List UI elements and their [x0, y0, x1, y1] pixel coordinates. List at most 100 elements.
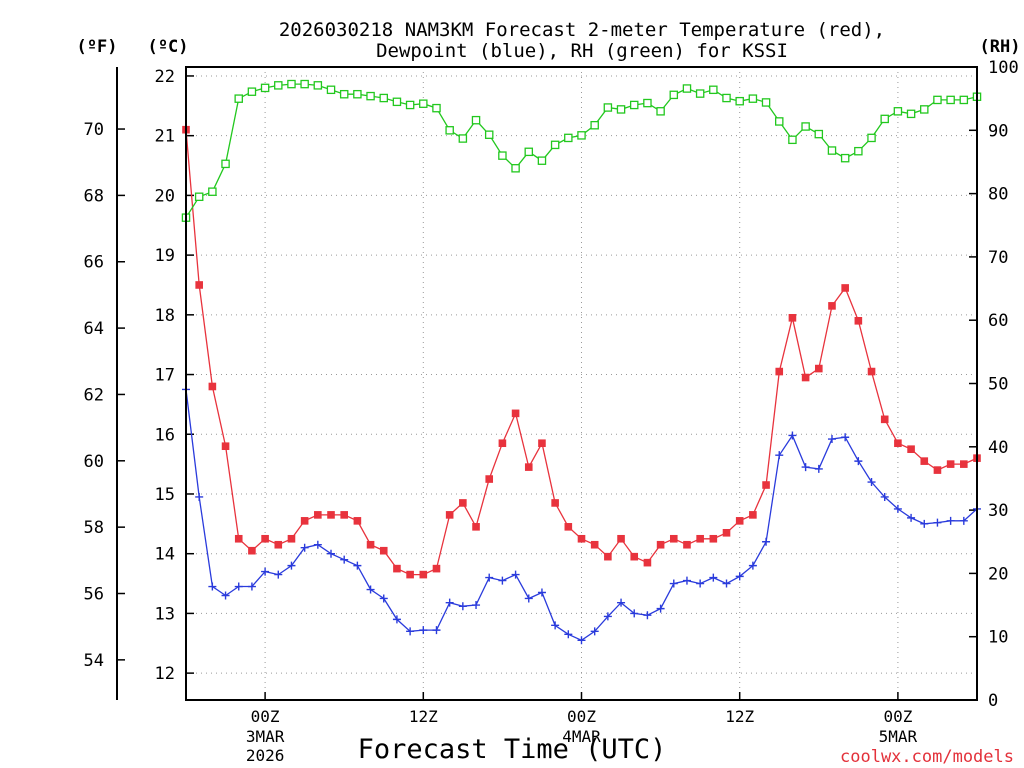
celsius-unit-label: (ºC) — [148, 37, 189, 57]
rh-point — [432, 103, 441, 113]
temperature-point — [630, 552, 639, 561]
plot-frame — [185, 66, 978, 701]
dewpoint-point — [801, 463, 810, 472]
dewpoint-point — [590, 627, 599, 636]
time-tick-label: 00Z — [883, 707, 912, 726]
dewpoint-point — [933, 518, 942, 527]
time-tick-label: 12Z — [725, 707, 754, 726]
temperature-point — [946, 460, 955, 468]
rh-point — [814, 129, 824, 139]
series-layer — [181, 79, 982, 645]
rh-point — [616, 105, 626, 114]
dewpoint-point — [775, 451, 784, 460]
watermark: coolwx.com/models — [840, 747, 1014, 767]
rh-point — [722, 93, 731, 103]
fahrenheit-tick-label: 64 — [84, 319, 104, 339]
rh-point — [643, 98, 652, 108]
temperature-point — [208, 382, 217, 391]
rh-point — [313, 81, 323, 90]
rh-tick-label: 100 — [988, 58, 1019, 78]
dewpoint-point — [221, 591, 230, 600]
temperature-point — [432, 564, 441, 573]
celsius-tick-label: 14 — [155, 545, 175, 565]
dewpoint-point — [300, 543, 309, 552]
dewpoint-point — [195, 492, 204, 501]
dewpoint-point — [735, 572, 744, 581]
temperature-point — [406, 570, 414, 579]
dewpoint-point — [287, 561, 296, 570]
dewpoint-point — [762, 537, 771, 546]
grid — [186, 67, 977, 700]
rh-tick-label: 80 — [988, 185, 1008, 205]
temperature-point — [920, 457, 929, 465]
temperature-point — [604, 552, 612, 561]
rh-point — [959, 95, 969, 105]
temperature-point — [669, 534, 678, 543]
rh-point — [577, 131, 586, 140]
dewpoint-point — [696, 579, 705, 588]
rh-point — [379, 93, 388, 103]
celsius-tick-label: 13 — [155, 604, 175, 624]
celsius-tick-label: 16 — [155, 425, 175, 445]
rh-point — [194, 192, 204, 202]
rh-point — [366, 91, 375, 101]
dewpoint-point — [841, 433, 850, 442]
dewpoint-point — [313, 540, 322, 549]
rh-point — [221, 159, 230, 169]
rh-point — [287, 79, 296, 89]
dewpoint-point — [524, 594, 533, 603]
rh-point — [920, 105, 929, 114]
temperature-point — [327, 511, 335, 519]
dewpoint-point — [366, 585, 375, 594]
fahrenheit-tick-label: 54 — [84, 651, 104, 671]
rh-point — [300, 79, 309, 89]
rh-unit-label: (RH) — [980, 37, 1021, 57]
dewpoint-point — [340, 555, 349, 564]
chart-title-line-1: 2026030218 NAM3KM Forecast 2-meter Tempe… — [279, 19, 885, 41]
temperature-point — [775, 367, 784, 376]
rh-point — [906, 109, 916, 119]
dewpoint-point — [814, 464, 823, 473]
dewpoint-point — [656, 604, 665, 613]
rh-point — [392, 97, 402, 107]
dewpoint-point — [722, 579, 731, 588]
dewpoint-point — [208, 582, 217, 591]
temperature-point — [749, 511, 757, 519]
celsius-axis: 12 13 14 15 16 17 18 19 20 21 22 — [155, 67, 194, 684]
time-tick-label: 00Z — [251, 707, 280, 726]
fahrenheit-tick-label: 68 — [84, 186, 104, 206]
temperature-point — [459, 499, 467, 507]
rh-point — [682, 84, 692, 93]
temperature-point — [379, 546, 388, 555]
temperature-point — [722, 528, 731, 537]
temperature-point — [828, 302, 836, 310]
rh-point — [590, 120, 599, 130]
time-tick-date: 4MAR — [562, 727, 601, 746]
rh-point — [537, 156, 547, 165]
rh-point — [893, 107, 903, 116]
celsius-tick-label: 20 — [155, 186, 175, 206]
temperature-point — [274, 540, 283, 549]
rh-tick-label: 40 — [988, 438, 1008, 458]
rh-point — [880, 114, 889, 124]
rh-point — [854, 146, 863, 156]
dewpoint-point — [643, 611, 652, 620]
dewpoint-point — [669, 579, 678, 588]
rh-point — [709, 85, 718, 95]
celsius-tick-label: 19 — [155, 246, 175, 266]
rh-point — [946, 95, 955, 105]
dewpoint-point — [827, 435, 836, 444]
dewpoint-point — [472, 601, 481, 610]
celsius-tick-label: 15 — [155, 485, 175, 505]
temperature-point — [960, 460, 968, 468]
dewpoint-point — [867, 478, 876, 487]
temperature-point — [907, 445, 915, 453]
temperature-point — [880, 415, 889, 424]
rh-axis: 0 10 20 30 40 50 60 70 80 90 100 — [969, 58, 1019, 711]
rh-point — [788, 135, 797, 145]
temperature-point — [590, 540, 599, 549]
dewpoint-point — [445, 598, 454, 607]
temperature-point — [511, 409, 520, 418]
rh-point — [695, 89, 705, 98]
